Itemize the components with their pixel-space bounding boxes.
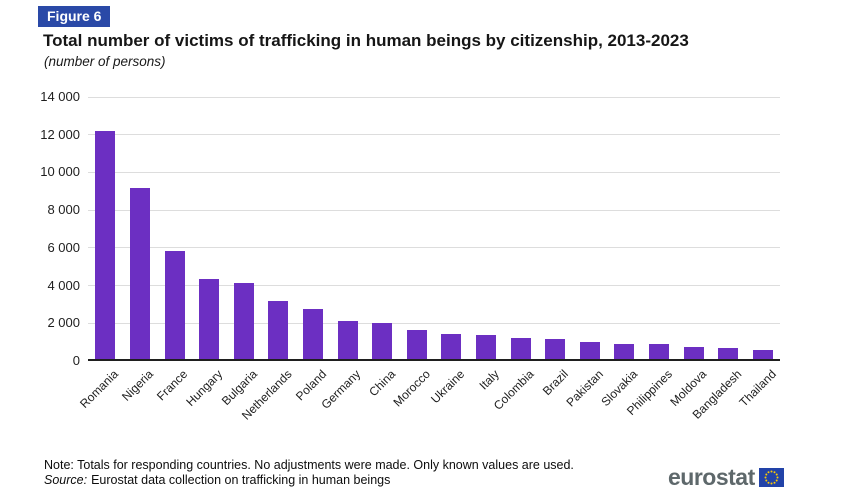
y-tick-label-14000: 14 000 — [40, 89, 80, 104]
bar-netherlands — [268, 300, 289, 360]
source-label: Source: — [44, 473, 88, 487]
figure-badge: Figure 6 — [38, 6, 111, 27]
bar-pakistan — [579, 342, 600, 360]
plot-area — [88, 96, 780, 361]
bar-china — [372, 323, 393, 360]
gridline-2000 — [88, 322, 780, 324]
bar-moldova — [683, 346, 704, 360]
note-text: Note: Totals for responding countries. N… — [44, 458, 574, 472]
bar-brazil — [545, 338, 566, 360]
gridline-10000 — [88, 171, 780, 173]
bar-bangladesh — [718, 347, 739, 360]
bar-chart: 0 2 000 4 000 6 000 8 000 10 000 12 000 14 000 — [40, 89, 780, 368]
bar-ukraine — [441, 333, 462, 360]
gridline-6000 — [88, 247, 780, 249]
bar-nigeria — [129, 188, 150, 360]
y-tick-label-12000: 12 000 — [40, 126, 80, 142]
source-line: Source: Eurostat data collection on traff… — [44, 473, 390, 487]
bar-bulgaria — [233, 282, 254, 360]
eurostat-logo-text: eurostat — [668, 464, 755, 490]
y-tick-label-0: 0 — [72, 353, 80, 368]
gridline-14000 — [88, 96, 780, 98]
eurostat-logo: eurostat — [668, 464, 784, 491]
bar-germany — [337, 321, 358, 360]
bar-colombia — [510, 338, 531, 360]
bar-slovakia — [614, 343, 635, 360]
y-tick-label-4000: 4 000 — [47, 277, 80, 293]
figure-title: Total number of victims of trafficking i… — [43, 31, 689, 50]
bar-france — [164, 250, 185, 360]
y-tick-label-2000: 2 000 — [47, 315, 80, 331]
bar-romania — [95, 130, 116, 360]
eu-flag-icon — [758, 468, 784, 487]
y-tick-label-6000: 6 000 — [47, 239, 80, 255]
figure-subtitle: (number of persons) — [44, 54, 166, 69]
bar-poland — [302, 309, 323, 360]
bar-philippines — [648, 343, 669, 360]
bar-hungary — [199, 278, 220, 360]
bar-morocco — [406, 329, 427, 360]
bar-italy — [475, 334, 496, 360]
source-text: Eurostat data collection on trafficking … — [91, 473, 391, 487]
gridline-8000 — [88, 209, 780, 211]
x-axis-line — [88, 359, 780, 361]
bar-thailand — [752, 349, 773, 360]
y-tick-label-10000: 10 000 — [40, 164, 80, 180]
y-tick-label-8000: 8 000 — [47, 202, 80, 218]
gridline-4000 — [88, 285, 780, 287]
gridline-12000 — [88, 134, 780, 136]
